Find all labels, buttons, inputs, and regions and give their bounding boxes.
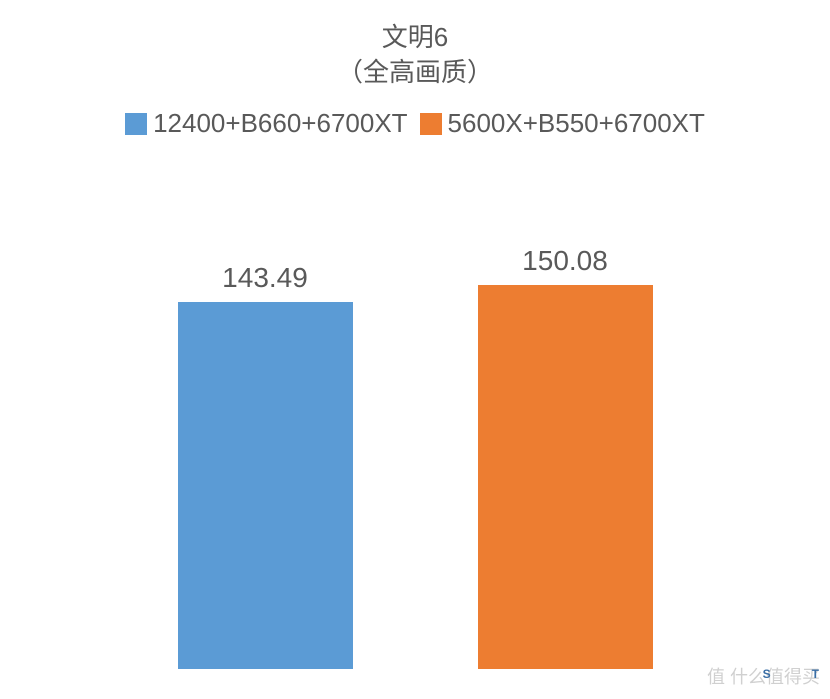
chart-title: 文明6 （全高画质） <box>0 20 830 90</box>
bar-0 <box>178 302 353 669</box>
legend-label-0: 12400+B660+6700XT <box>153 108 407 139</box>
bars-wrapper: 143.49 150.08 <box>60 159 770 669</box>
bar-1 <box>478 285 653 669</box>
chart-legend: 12400+B660+6700XT 5600X+B550+6700XT <box>0 108 830 139</box>
chart-title-line2: （全高画质） <box>0 55 830 90</box>
chart-title-line1: 文明6 <box>0 20 830 55</box>
bar-value-0: 143.49 <box>222 262 308 294</box>
legend-item-1: 5600X+B550+6700XT <box>420 108 705 139</box>
legend-swatch-0 <box>125 113 147 135</box>
watermark-corner: ST <box>763 667 820 681</box>
legend-swatch-1 <box>420 113 442 135</box>
plot-area: 143.49 150.08 <box>60 159 770 669</box>
chart-container: 文明6 （全高画质） 12400+B660+6700XT 5600X+B550+… <box>0 0 830 699</box>
bar-group-1: 150.08 <box>478 245 653 669</box>
legend-label-1: 5600X+B550+6700XT <box>448 108 705 139</box>
legend-item-0: 12400+B660+6700XT <box>125 108 407 139</box>
bar-value-1: 150.08 <box>522 245 608 277</box>
bar-group-0: 143.49 <box>178 262 353 669</box>
